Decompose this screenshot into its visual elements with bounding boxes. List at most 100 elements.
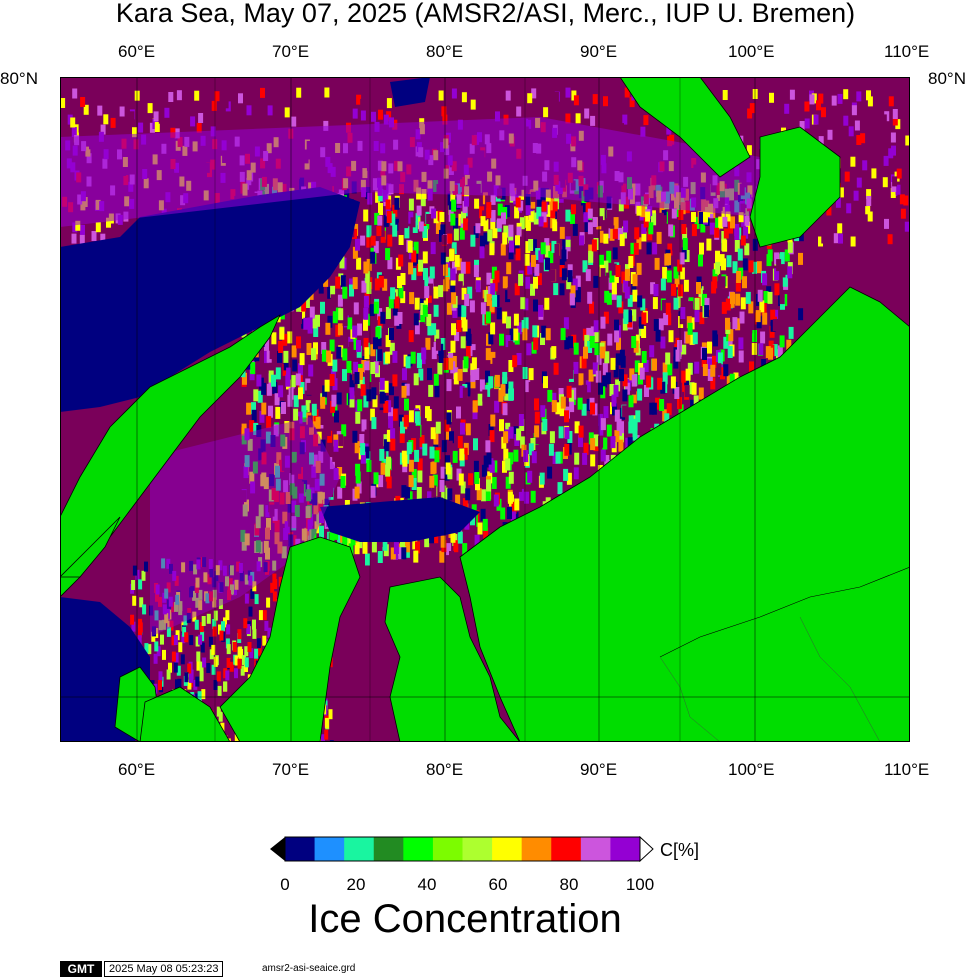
- ice-cell: [641, 312, 647, 325]
- ice-cell: [249, 471, 255, 484]
- ice-cell: [472, 407, 478, 420]
- ice-cell: [195, 597, 200, 608]
- ice-cell: [363, 395, 369, 408]
- ice-cell: [700, 220, 706, 233]
- ice-cell: [394, 313, 400, 326]
- ice-cell: [355, 411, 361, 424]
- ice-cell: [487, 229, 493, 242]
- ice-cell: [309, 306, 315, 319]
- ice-cell: [266, 350, 272, 363]
- ice-cell: [727, 336, 733, 349]
- ice-cell: [433, 373, 439, 386]
- ice-cell: [244, 574, 249, 585]
- ice-cell: [307, 415, 313, 428]
- ice-cell: [110, 117, 116, 128]
- ice-cell: [147, 103, 153, 114]
- ice-cell: [351, 337, 357, 350]
- ice-cell: [225, 670, 230, 681]
- ice-cell: [490, 194, 496, 205]
- ice-cell: [489, 430, 495, 443]
- ice-cell: [732, 317, 738, 330]
- ice-cell: [378, 109, 383, 120]
- ice-cell: [318, 281, 324, 294]
- ice-cell: [701, 355, 707, 367]
- ice-cell: [212, 589, 217, 600]
- ice-cell: [335, 276, 341, 289]
- ice-cell: [234, 655, 239, 666]
- ice-cell: [457, 304, 463, 317]
- ice-cell: [329, 374, 335, 386]
- ice-cell: [164, 588, 169, 599]
- ice-cell: [305, 506, 311, 519]
- ice-cell: [752, 238, 758, 251]
- ice-cell: [265, 547, 270, 560]
- ice-cell: [769, 92, 774, 103]
- ice-cell: [135, 102, 141, 113]
- ice-cell: [294, 505, 300, 517]
- ice-cell: [354, 542, 360, 555]
- ice-cell: [710, 377, 716, 390]
- ice-cell: [250, 481, 256, 494]
- ice-cell: [627, 294, 633, 307]
- ice-cell: [602, 437, 608, 450]
- ice-cell: [349, 395, 355, 408]
- ice-cell: [229, 565, 234, 576]
- ice-cell: [311, 465, 317, 478]
- ice-cell: [850, 156, 856, 167]
- ice-cell: [225, 610, 230, 621]
- ice-cell: [707, 358, 713, 371]
- ice-cell: [377, 308, 383, 321]
- ice-cell: [678, 404, 684, 417]
- ice-cell: [589, 335, 595, 348]
- ice-cell: [426, 214, 432, 224]
- ice-cell: [256, 638, 261, 649]
- ice-cell: [593, 275, 599, 288]
- ice-cell: [441, 195, 447, 207]
- ice-cell: [249, 368, 255, 381]
- ice-cell: [666, 403, 672, 416]
- ice-cell: [445, 462, 451, 475]
- ice-cell: [274, 393, 280, 406]
- ice-cell: [508, 452, 514, 465]
- ice-cell: [328, 709, 333, 720]
- ice-cell: [451, 323, 456, 336]
- ice-cell: [534, 398, 539, 411]
- ice-cell: [271, 332, 277, 345]
- ice-cell: [608, 277, 614, 290]
- ice-cell: [866, 189, 872, 200]
- ice-cell: [659, 212, 664, 225]
- ice-cell: [421, 189, 427, 199]
- ice-cell: [452, 450, 458, 463]
- colorbar-tick-20: 20: [346, 875, 366, 894]
- ice-cell: [566, 385, 572, 398]
- ice-cell: [246, 624, 251, 635]
- ice-cell: [506, 262, 512, 275]
- ice-cell: [198, 600, 203, 611]
- ice-cell: [623, 312, 629, 324]
- ice-cell: [342, 314, 348, 327]
- colorbar-cell: [344, 837, 375, 861]
- ice-cell: [489, 460, 495, 473]
- ice-cell: [472, 350, 478, 363]
- ice-cell: [531, 451, 537, 464]
- ice-cell: [364, 361, 370, 374]
- ice-cell: [506, 316, 511, 329]
- ice-cell: [312, 316, 318, 329]
- ice-cell: [154, 122, 160, 132]
- ice-cell: [211, 100, 217, 111]
- ice-cell: [653, 319, 659, 331]
- ice-cell: [594, 343, 600, 356]
- ice-cell: [241, 432, 247, 445]
- ice-cell: [899, 194, 905, 205]
- ice-cell: [290, 375, 296, 388]
- ice-cell: [422, 251, 428, 264]
- ice-cell: [313, 325, 319, 337]
- ice-cell: [431, 323, 437, 336]
- ice-cell: [788, 326, 794, 339]
- ice-cell: [604, 290, 610, 303]
- ice-cell: [337, 323, 343, 336]
- ice-cell: [592, 217, 598, 227]
- ice-cell: [722, 216, 728, 227]
- river-line: [659, 566, 910, 658]
- ice-cell: [603, 311, 609, 324]
